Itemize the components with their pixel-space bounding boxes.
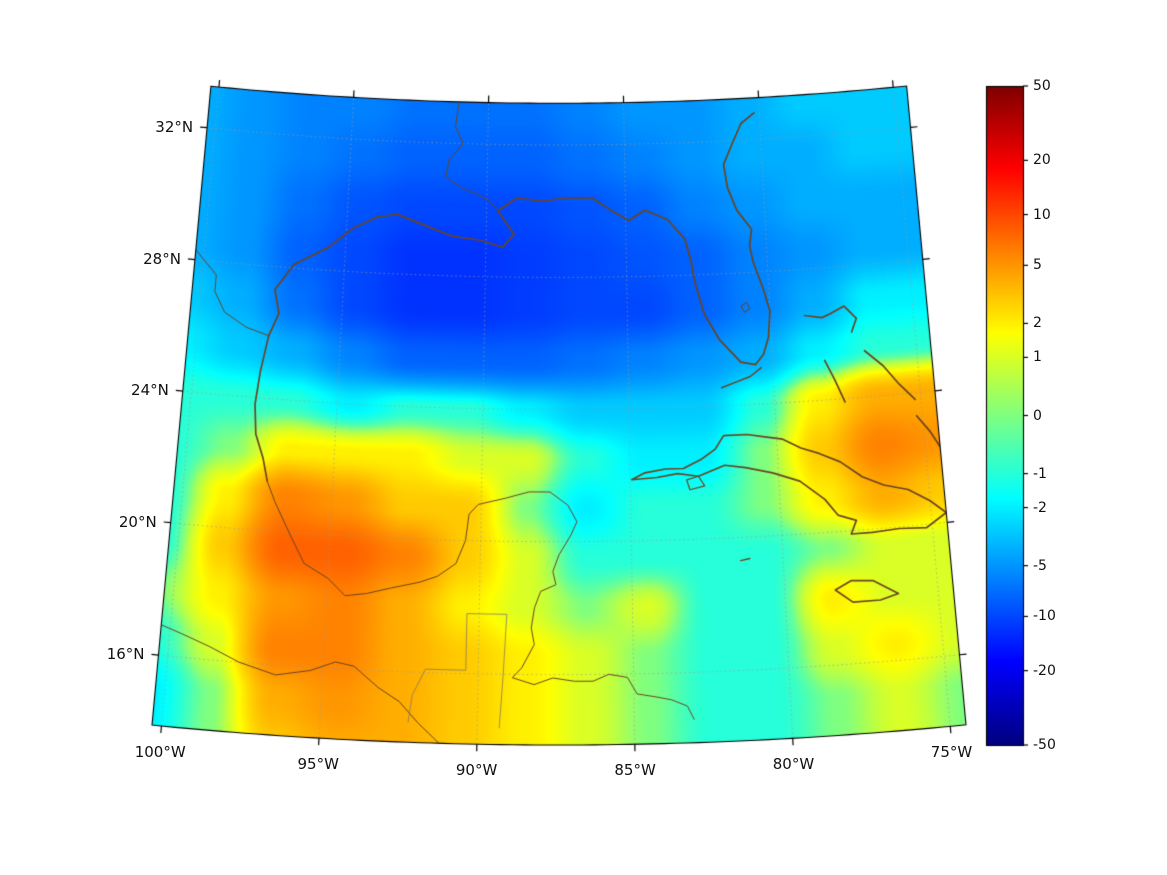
map-canvas [0, 0, 1167, 875]
figure: 100°W 95°W 90°W 85°W 80°W 75°W 32°N 28°N 24°N 20°… [0, 0, 1167, 875]
